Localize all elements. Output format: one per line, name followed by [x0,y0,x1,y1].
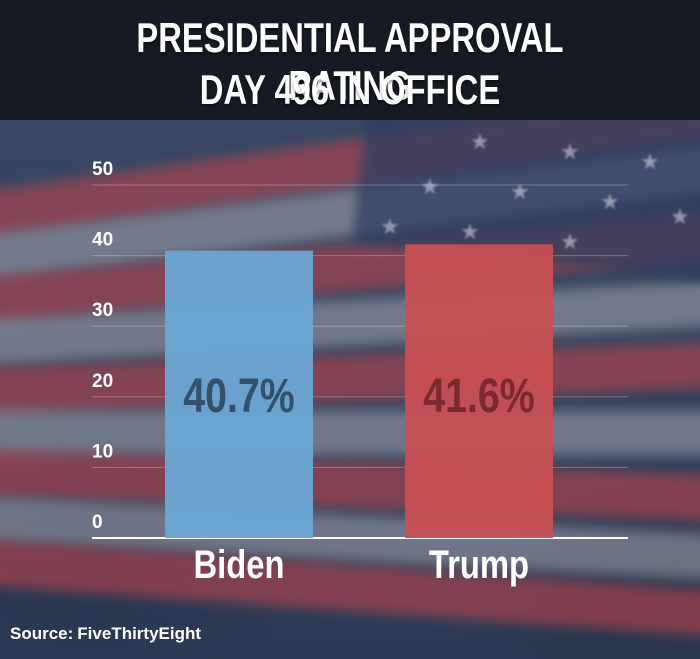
category-label: Trump [429,542,529,587]
y-tick-label: 50 [92,159,113,180]
bar-biden [165,250,313,538]
source-credit: Source: FiveThirtyEight [10,624,201,644]
category-label: Biden [193,542,284,587]
source-prefix: Source: [10,624,74,643]
data-labels: 40.7% 41.6% [183,369,535,423]
chart-subtitle: DAY 496 IN OFFICE [199,66,501,113]
title-band [0,0,700,120]
y-tick-label: 20 [92,371,113,392]
chart-title: PRESIDENTIAL APPROVAL RATING [136,14,564,109]
y-axis-ticks: 0 10 20 30 40 50 [92,159,113,533]
y-tick-label: 40 [92,230,113,251]
bars [165,244,553,538]
data-label: 40.7% [183,369,295,423]
y-tick-label: 0 [92,512,103,533]
bar-trump [405,244,553,538]
source-name: FiveThirtyEight [77,624,202,643]
data-label: 41.6% [423,369,535,423]
y-tick-label: 30 [92,300,113,321]
category-labels: Biden Trump [193,542,529,587]
y-tick-label: 10 [92,441,113,462]
